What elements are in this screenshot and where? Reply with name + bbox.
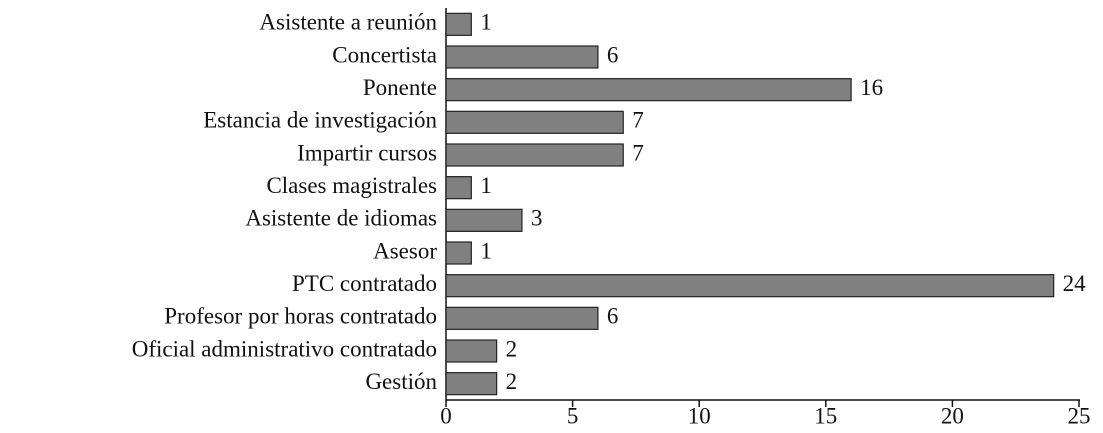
value-label: 1 bbox=[480, 238, 492, 263]
x-tick-label: 15 bbox=[814, 403, 837, 428]
y-tick-label: Impartir cursos bbox=[297, 140, 437, 165]
bar bbox=[445, 372, 498, 396]
bar bbox=[445, 143, 624, 167]
x-tick-label: 10 bbox=[688, 403, 711, 428]
y-tick-label: Clases magistrales bbox=[266, 173, 437, 198]
y-tick-label: Asesor bbox=[373, 238, 437, 263]
bar bbox=[445, 110, 624, 134]
x-tick-label: 20 bbox=[941, 403, 964, 428]
bar bbox=[445, 176, 472, 200]
value-label: 24 bbox=[1063, 271, 1087, 296]
y-tick-label: Oficial administrativo contratado bbox=[132, 336, 437, 361]
y-tick-label: Concertista bbox=[332, 42, 437, 67]
y-tick-label: Profesor por horas contratado bbox=[164, 304, 437, 329]
y-tick-label: Asistente de idiomas bbox=[245, 206, 437, 231]
y-tick-label: Ponente bbox=[363, 75, 437, 100]
bar bbox=[445, 306, 599, 330]
bar bbox=[445, 78, 852, 102]
value-label: 2 bbox=[506, 336, 518, 361]
value-label: 6 bbox=[607, 42, 619, 67]
bar bbox=[445, 208, 523, 232]
value-label: 6 bbox=[607, 304, 619, 329]
bar bbox=[445, 241, 472, 265]
value-label: 16 bbox=[860, 75, 883, 100]
x-tick-label: 0 bbox=[440, 403, 452, 428]
y-tick-label: Asistente a reunión bbox=[259, 10, 437, 35]
value-label: 1 bbox=[480, 10, 492, 35]
y-tick-label: Gestión bbox=[365, 369, 437, 394]
bar bbox=[445, 274, 1055, 298]
bar bbox=[445, 12, 472, 36]
bar bbox=[445, 45, 599, 69]
value-label: 7 bbox=[632, 108, 644, 133]
value-label: 1 bbox=[480, 173, 492, 198]
value-label: 7 bbox=[632, 140, 644, 165]
x-tick-label: 5 bbox=[567, 403, 579, 428]
y-tick-label: PTC contratado bbox=[292, 271, 437, 296]
x-tick-label: 25 bbox=[1068, 403, 1091, 428]
y-tick-label: Estancia de investigación bbox=[203, 108, 437, 133]
bar bbox=[445, 339, 498, 363]
value-label: 3 bbox=[531, 206, 543, 231]
value-label: 2 bbox=[506, 369, 518, 394]
